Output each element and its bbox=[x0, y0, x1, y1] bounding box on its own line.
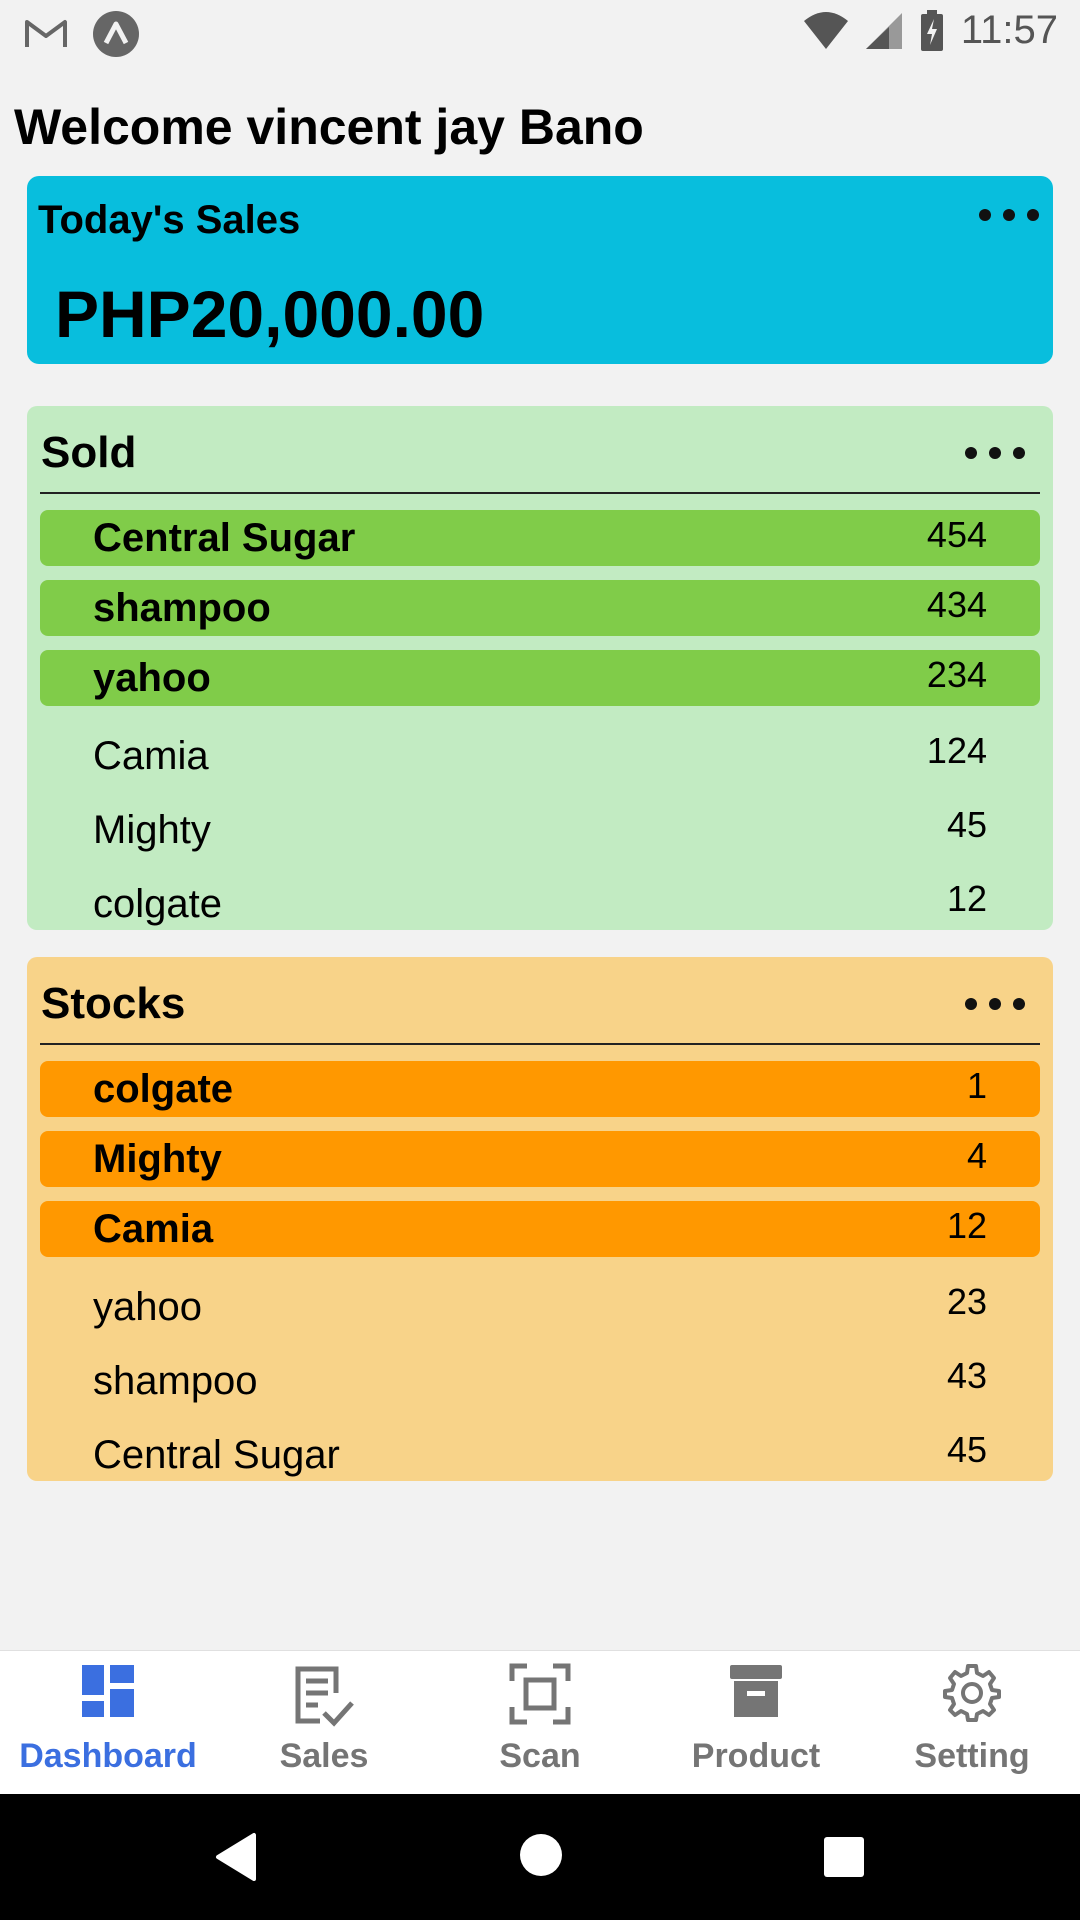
item-count: 12 bbox=[946, 1205, 987, 1246]
more-dot-icon bbox=[1003, 209, 1015, 221]
sold-row-yahoo[interactable]: yahoo 234 bbox=[40, 650, 1040, 706]
item-name: Camia bbox=[93, 1207, 214, 1251]
item-count: 12 bbox=[946, 878, 987, 919]
todays-sales-card[interactable]: Today's Sales PHP20,000.00 bbox=[27, 176, 1053, 364]
more-dot-icon bbox=[989, 998, 1001, 1010]
stocks-more-button[interactable] bbox=[965, 989, 1025, 1019]
divider bbox=[40, 1043, 1040, 1045]
gmail-icon bbox=[24, 18, 68, 50]
sold-more-button[interactable] bbox=[965, 438, 1025, 468]
nav-dashboard[interactable]: Dashboard bbox=[0, 1651, 216, 1795]
sold-list[interactable]: Central Sugar 454 shampoo 434 yahoo 234 … bbox=[27, 510, 1053, 930]
todays-sales-more-button[interactable] bbox=[979, 200, 1039, 230]
sold-panel: Sold Central Sugar 454 shampoo 434 yahoo… bbox=[27, 406, 1053, 930]
recents-icon[interactable] bbox=[823, 1836, 865, 1883]
more-dot-icon bbox=[989, 447, 1001, 459]
item-name: Camia bbox=[93, 734, 209, 778]
stock-row-central-sugar[interactable]: Central Sugar 45 bbox=[27, 1419, 1053, 1479]
item-name: shampoo bbox=[93, 1359, 258, 1403]
home-icon[interactable] bbox=[518, 1832, 564, 1883]
stocks-panel: Stocks colgate 1 Mighty 4 Camia 12 yahoo… bbox=[27, 957, 1053, 1481]
item-count: 1 bbox=[966, 1065, 987, 1106]
status-bar: 11:57 bbox=[0, 0, 1080, 63]
item-name: Mighty bbox=[93, 808, 211, 852]
item-count: 124 bbox=[926, 730, 987, 771]
more-dot-icon bbox=[1013, 447, 1025, 459]
item-count: 45 bbox=[946, 1429, 987, 1470]
more-dot-icon bbox=[979, 209, 991, 221]
divider bbox=[40, 492, 1040, 494]
item-count: 43 bbox=[946, 1355, 987, 1396]
item-count: 23 bbox=[946, 1281, 987, 1322]
more-dot-icon bbox=[965, 998, 977, 1010]
back-icon[interactable] bbox=[214, 1832, 258, 1887]
battery-charging-icon bbox=[919, 9, 945, 53]
nav-sales[interactable]: Sales bbox=[216, 1651, 432, 1795]
sales-checklist-icon bbox=[292, 1663, 356, 1734]
sold-row-mighty[interactable]: Mighty 45 bbox=[27, 794, 1053, 854]
nav-label: Setting bbox=[914, 1737, 1030, 1775]
stock-row-camia[interactable]: Camia 12 bbox=[40, 1201, 1040, 1257]
item-count: 454 bbox=[926, 514, 987, 555]
welcome-heading: Welcome vincent jay Bano bbox=[14, 99, 644, 155]
nav-scan[interactable]: Scan bbox=[432, 1651, 648, 1795]
more-dot-icon bbox=[965, 447, 977, 459]
todays-sales-title: Today's Sales bbox=[38, 198, 301, 242]
todays-sales-amount: PHP20,000.00 bbox=[55, 277, 485, 351]
more-dot-icon bbox=[1013, 998, 1025, 1010]
sold-row-colgate[interactable]: colgate 12 bbox=[27, 868, 1053, 928]
dashboard-icon bbox=[80, 1663, 136, 1724]
archive-box-icon bbox=[728, 1663, 784, 1724]
sold-title: Sold bbox=[41, 428, 137, 477]
item-count: 234 bbox=[926, 654, 987, 695]
nav-label: Sales bbox=[279, 1737, 369, 1775]
nav-setting[interactable]: Setting bbox=[864, 1651, 1080, 1795]
nav-label: Product bbox=[691, 1737, 821, 1775]
cell-signal-icon bbox=[865, 11, 903, 51]
item-name: yahoo bbox=[93, 1285, 202, 1329]
stocks-list[interactable]: colgate 1 Mighty 4 Camia 12 yahoo 23 sha… bbox=[27, 1061, 1053, 1481]
item-name: shampoo bbox=[93, 586, 271, 630]
item-name: Central Sugar bbox=[93, 516, 356, 560]
clock: 11:57 bbox=[960, 8, 1058, 52]
scan-icon bbox=[509, 1663, 571, 1730]
item-name: colgate bbox=[93, 1067, 234, 1111]
stock-row-mighty[interactable]: Mighty 4 bbox=[40, 1131, 1040, 1187]
sold-row-central-sugar[interactable]: Central Sugar 454 bbox=[40, 510, 1040, 566]
stocks-title: Stocks bbox=[41, 979, 186, 1028]
stock-row-colgate[interactable]: colgate 1 bbox=[40, 1061, 1040, 1117]
system-navigation-bar bbox=[0, 1794, 1080, 1920]
app-notification-icon bbox=[92, 10, 140, 58]
item-name: Mighty bbox=[93, 1137, 222, 1181]
item-name: yahoo bbox=[93, 656, 211, 700]
wifi-icon bbox=[803, 11, 849, 51]
nav-label: Dashboard bbox=[19, 1737, 197, 1775]
item-name: Central Sugar bbox=[93, 1433, 340, 1477]
more-dot-icon bbox=[1027, 209, 1039, 221]
item-name: colgate bbox=[93, 882, 222, 926]
bottom-navigation: Dashboard Sales Scan Product Setting bbox=[0, 1650, 1080, 1795]
stock-row-yahoo[interactable]: yahoo 23 bbox=[27, 1271, 1053, 1331]
nav-label: Scan bbox=[499, 1737, 581, 1775]
sold-row-camia[interactable]: Camia 124 bbox=[27, 720, 1053, 780]
nav-product[interactable]: Product bbox=[648, 1651, 864, 1795]
item-count: 434 bbox=[926, 584, 987, 625]
item-count: 45 bbox=[946, 804, 987, 845]
item-count: 4 bbox=[966, 1135, 987, 1176]
gear-icon bbox=[942, 1663, 1002, 1728]
stock-row-shampoo[interactable]: shampoo 43 bbox=[27, 1345, 1053, 1405]
sold-row-shampoo[interactable]: shampoo 434 bbox=[40, 580, 1040, 636]
